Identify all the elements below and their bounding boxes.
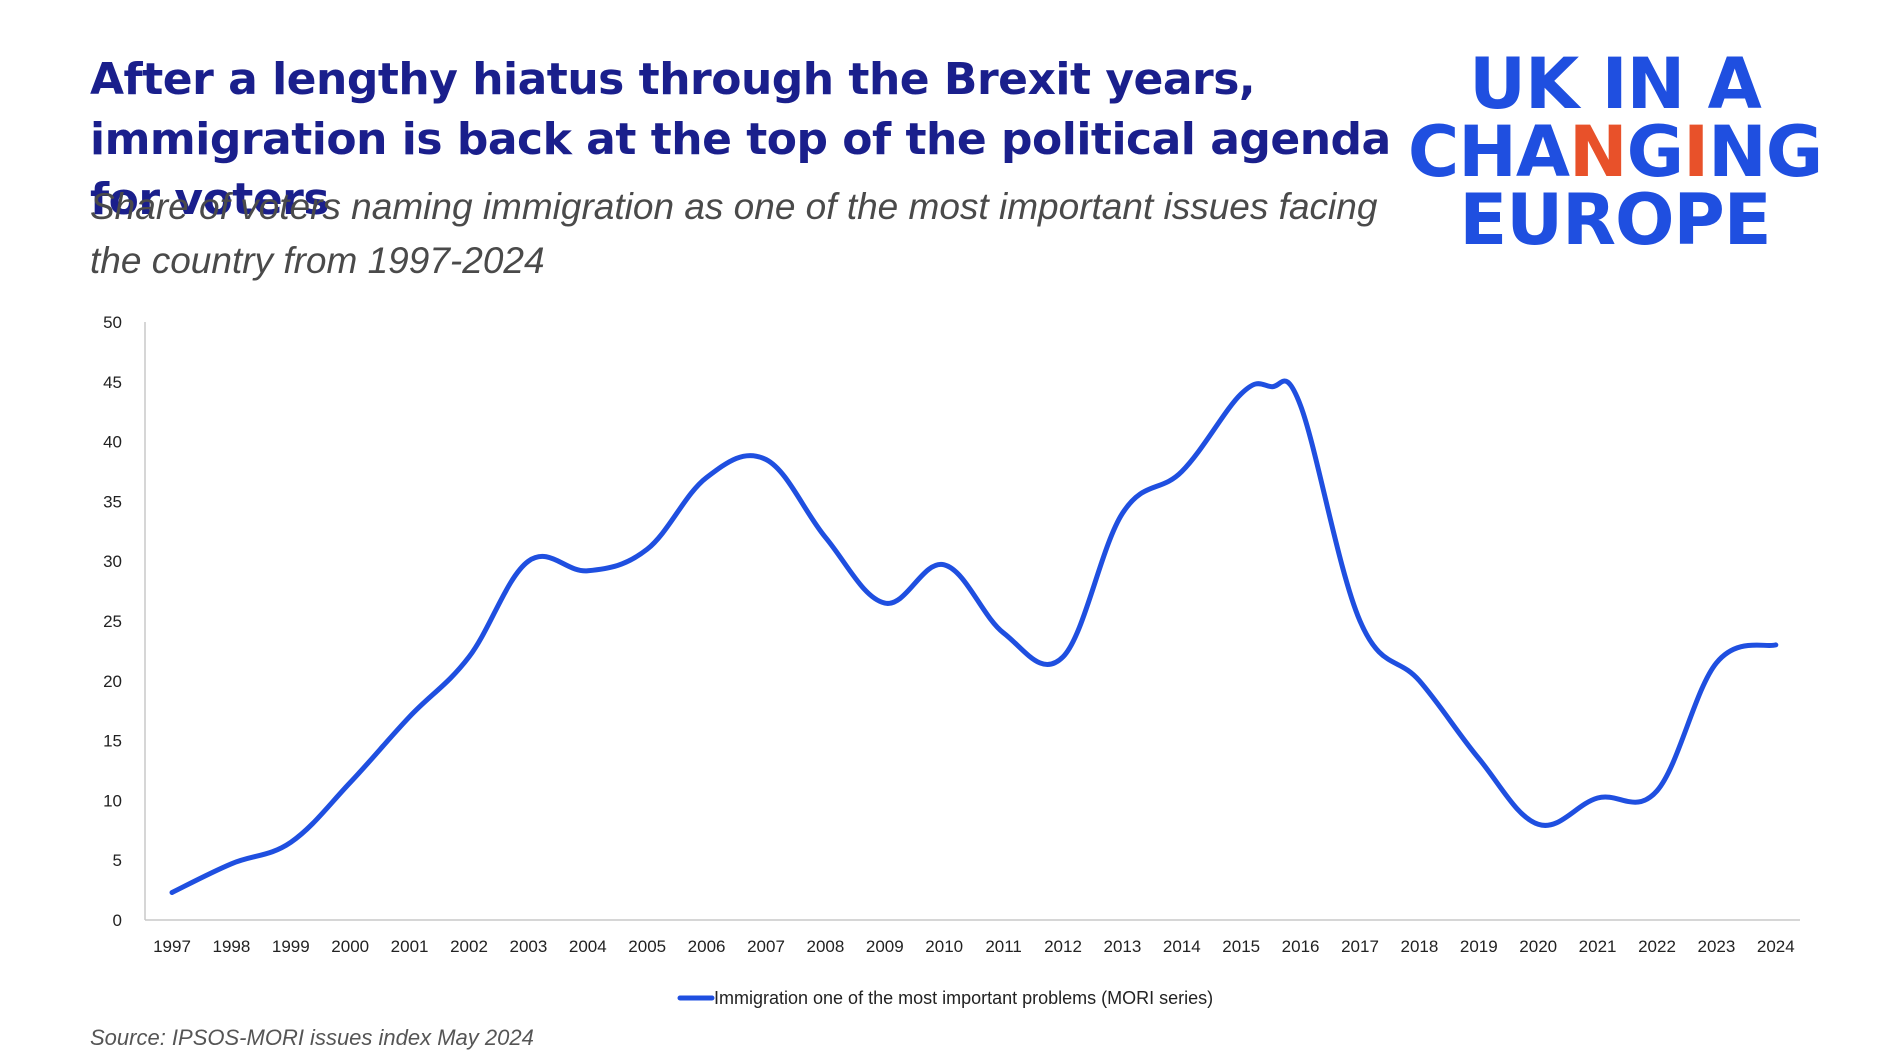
logo-letters-2: N — [1569, 111, 1628, 193]
logo-line-1: UK IN A — [1469, 43, 1762, 125]
x-tick-label: 2008 — [806, 937, 844, 956]
x-tick-label: 2003 — [509, 937, 547, 956]
y-tick-label: 10 — [103, 791, 122, 810]
x-axis: 1997 1998 1999 2000 2001 2002 2003 2004 2005 2006… — [145, 919, 1800, 956]
logo-line-3: EUROPE — [1459, 179, 1771, 261]
logo-letters-3: G — [1626, 111, 1684, 193]
x-tick-label: 2014 — [1163, 937, 1201, 956]
x-tick-label: 2011 — [985, 937, 1022, 956]
x-tick-label: 2018 — [1400, 937, 1438, 956]
x-tick-label: 2019 — [1460, 937, 1498, 956]
logo-letters-5: NG — [1708, 111, 1823, 193]
y-tick-label: 25 — [103, 612, 122, 631]
x-tick-label: 2022 — [1638, 937, 1676, 956]
x-tick-label: 2020 — [1519, 937, 1557, 956]
x-tick-label: 2023 — [1697, 937, 1735, 956]
x-tick-label: 2024 — [1757, 937, 1795, 956]
line-chart: 0 5 10 15 20 25 30 35 40 45 50 1997 1998 1999 2000 200… — [103, 313, 1800, 1008]
y-tick-label: 40 — [103, 433, 122, 452]
x-tick-label: 2004 — [569, 937, 607, 956]
series-lines — [169, 378, 1779, 895]
legend: Immigration one of the most important pr… — [677, 988, 1213, 1008]
x-tick-label: 2013 — [1103, 937, 1141, 956]
logo-line-2: CHANGING — [1400, 117, 1830, 187]
y-tick-label: 45 — [103, 373, 122, 392]
x-tick-label: 1999 — [272, 937, 310, 956]
y-tick-label: 35 — [103, 492, 122, 511]
chart-subtitle: Share of voters naming immigration as on… — [90, 186, 1378, 281]
y-tick-label: 15 — [103, 732, 122, 751]
x-tick-label: 2006 — [688, 937, 726, 956]
y-tick-label: 0 — [113, 911, 122, 930]
y-tick-label: 5 — [113, 851, 122, 870]
source-note: Source: IPSOS-MORI issues index May 2024 — [90, 1025, 534, 1050]
x-tick-label: 2005 — [628, 937, 666, 956]
x-tick-label: 2001 — [391, 937, 429, 956]
x-tick-label: 2016 — [1282, 937, 1320, 956]
x-tick-label: 2015 — [1222, 937, 1260, 956]
x-tick-label: 2012 — [1044, 937, 1082, 956]
y-tick-label: 20 — [103, 672, 122, 691]
x-tick-label: 2002 — [450, 937, 488, 956]
series-line — [169, 378, 1779, 895]
logo-letters-0: CH — [1407, 111, 1517, 193]
x-tick-label: 1997 — [153, 937, 191, 956]
chart-title: After a lengthy hiatus through the Brexi… — [90, 54, 1391, 225]
x-tick-label: 2009 — [866, 937, 904, 956]
x-tick-label: 2007 — [747, 937, 785, 956]
legend-label: Immigration one of the most important pr… — [714, 988, 1213, 1008]
y-tick-label: 30 — [103, 552, 122, 571]
uk-in-a-changing-europe-logo: UK IN A CHANGING EUROPE — [1400, 43, 1830, 261]
x-tick-label: 1998 — [212, 937, 250, 956]
y-tick-label: 50 — [103, 313, 122, 332]
x-tick-label: 2021 — [1579, 937, 1617, 956]
x-tick-label: 2010 — [925, 937, 963, 956]
logo-letters-4: I — [1683, 111, 1709, 193]
y-axis: 0 5 10 15 20 25 30 35 40 45 50 — [103, 313, 146, 930]
x-tick-label: 2017 — [1341, 937, 1379, 956]
x-tick-label: 2000 — [331, 937, 369, 956]
logo-letters-1: A — [1515, 111, 1570, 193]
